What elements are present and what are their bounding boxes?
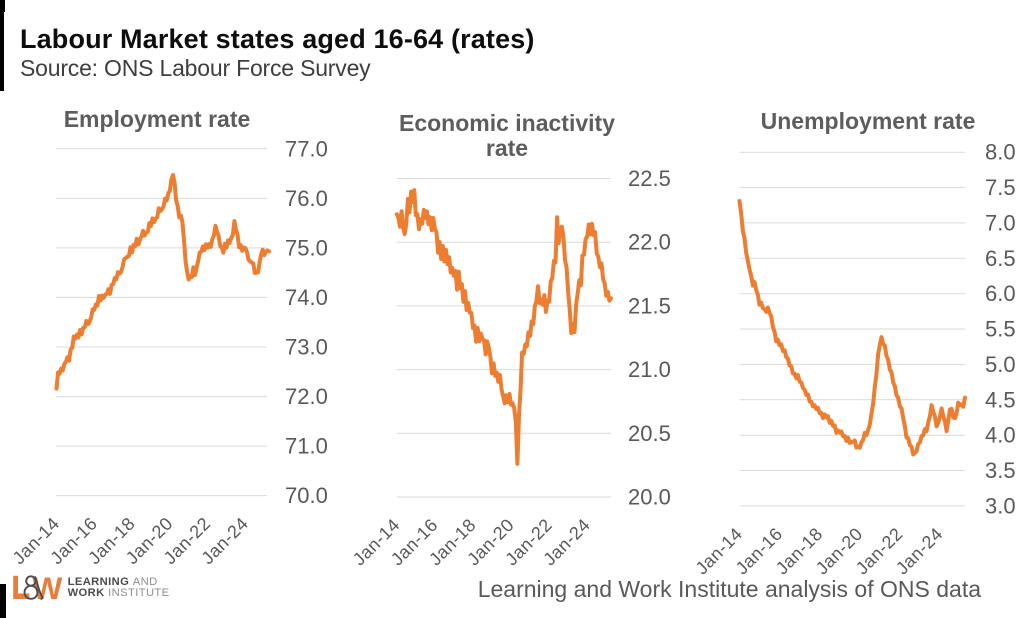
svg-text:5.0: 5.0 bbox=[985, 352, 1016, 377]
svg-text:Unemployment rate: Unemployment rate bbox=[761, 108, 976, 134]
svg-text:6.5: 6.5 bbox=[985, 246, 1016, 271]
svg-text:7.5: 7.5 bbox=[985, 175, 1016, 200]
svg-text:Economic inactivity: Economic inactivity bbox=[399, 110, 615, 136]
svg-text:70.0: 70.0 bbox=[285, 483, 328, 508]
svg-text:22.0: 22.0 bbox=[628, 230, 671, 255]
svg-text:4.5: 4.5 bbox=[985, 387, 1016, 412]
svg-text:74.0: 74.0 bbox=[285, 285, 328, 310]
svg-text:6.0: 6.0 bbox=[985, 281, 1016, 306]
svg-text:rate: rate bbox=[486, 135, 528, 161]
svg-text:75.0: 75.0 bbox=[285, 235, 328, 260]
svg-text:7.0: 7.0 bbox=[985, 210, 1016, 235]
svg-text:73.0: 73.0 bbox=[285, 335, 328, 360]
svg-text:71.0: 71.0 bbox=[285, 434, 328, 459]
svg-text:LEARNING AND: LEARNING AND bbox=[68, 576, 158, 588]
svg-text:5.5: 5.5 bbox=[985, 317, 1016, 342]
svg-text:WORK INSTITUTE: WORK INSTITUTE bbox=[68, 587, 170, 599]
svg-text:21.0: 21.0 bbox=[628, 357, 671, 382]
svg-text:20.0: 20.0 bbox=[628, 485, 671, 510]
svg-text:21.5: 21.5 bbox=[628, 293, 671, 318]
svg-text:Learning and Work Institute an: Learning and Work Institute analysis of … bbox=[478, 576, 982, 602]
svg-text:72.0: 72.0 bbox=[285, 384, 328, 409]
svg-text:3.5: 3.5 bbox=[985, 458, 1016, 483]
svg-text:20.5: 20.5 bbox=[628, 421, 671, 446]
svg-text:Employment rate: Employment rate bbox=[64, 106, 251, 132]
svg-text:76.0: 76.0 bbox=[285, 186, 328, 211]
svg-text:77.0: 77.0 bbox=[285, 136, 328, 161]
svg-text:8.0: 8.0 bbox=[985, 140, 1016, 165]
svg-text:22.5: 22.5 bbox=[628, 166, 671, 191]
svg-text:W: W bbox=[32, 570, 62, 606]
svg-text:4.0: 4.0 bbox=[985, 423, 1016, 448]
svg-text:3.0: 3.0 bbox=[985, 493, 1016, 518]
